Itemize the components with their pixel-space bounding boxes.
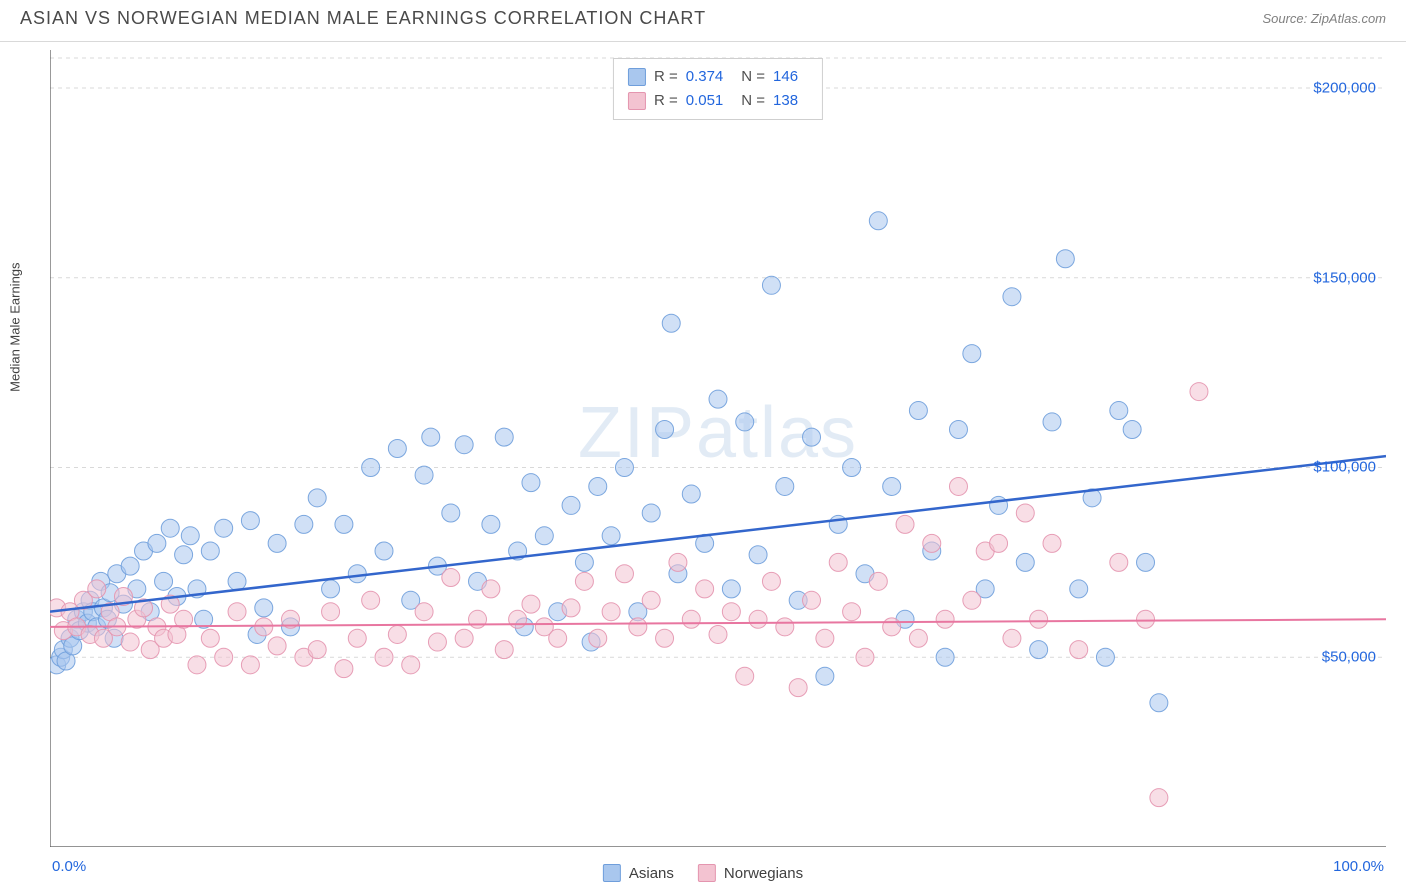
r-label: R = [654, 89, 678, 113]
legend-swatch [628, 92, 646, 110]
y-tick-label: $200,000 [1313, 79, 1376, 96]
r-value: 0.051 [686, 89, 724, 113]
legend-swatch [628, 68, 646, 86]
series-legend: Asians Norwegians [603, 864, 803, 882]
n-label: N = [741, 65, 765, 89]
chart-title: ASIAN VS NORWEGIAN MEDIAN MALE EARNINGS … [20, 8, 706, 29]
x-min-label: 0.0% [52, 858, 86, 875]
x-max-label: 100.0% [1333, 858, 1384, 875]
y-tick-label: $50,000 [1322, 649, 1376, 666]
y-tick-label: $150,000 [1313, 269, 1376, 286]
legend-swatch [698, 864, 716, 882]
r-label: R = [654, 65, 678, 89]
scatter-plot [50, 50, 1386, 847]
y-tick-label: $100,000 [1313, 459, 1376, 476]
y-axis-label: Median Male Earnings [8, 262, 23, 391]
n-label: N = [741, 89, 765, 113]
series-name: Norwegians [724, 865, 803, 882]
series-legend-item: Asians [603, 864, 674, 882]
source-attribution: Source: ZipAtlas.com [1262, 11, 1386, 26]
chart-area: Median Male Earnings ZIPatlas R = 0.374N… [50, 50, 1386, 847]
legend-row: R = 0.051 N = 138 [628, 89, 808, 113]
correlation-legend: R = 0.374 N = 146 R = 0.051 N = 138 [613, 58, 823, 120]
chart-header: ASIAN VS NORWEGIAN MEDIAN MALE EARNINGS … [0, 0, 1406, 42]
r-value: 0.374 [686, 65, 724, 89]
series-legend-item: Norwegians [698, 864, 803, 882]
legend-row: R = 0.374 N = 146 [628, 65, 808, 89]
series-name: Asians [629, 865, 674, 882]
n-value: 138 [773, 89, 798, 113]
n-value: 146 [773, 65, 798, 89]
legend-swatch [603, 864, 621, 882]
